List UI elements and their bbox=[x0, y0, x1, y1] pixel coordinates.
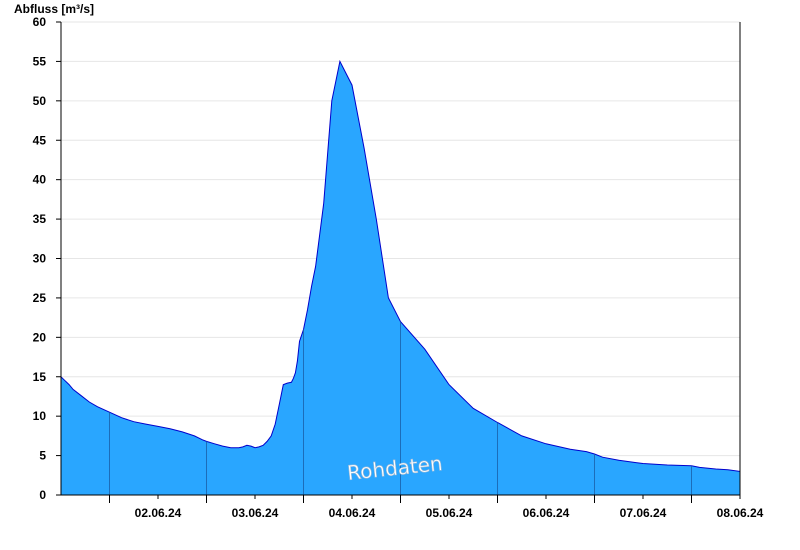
day-boundary-lines bbox=[109, 321, 692, 495]
x-tick-label: 05.06.24 bbox=[426, 506, 473, 520]
grid-lines bbox=[61, 21, 740, 457]
y-tick-label: 60 bbox=[33, 15, 47, 29]
y-tick-label: 25 bbox=[33, 291, 47, 305]
y-tick-label: 10 bbox=[33, 409, 47, 423]
discharge-line bbox=[60, 59, 741, 477]
y-tick-label: 55 bbox=[33, 54, 47, 68]
y-tick-label: 5 bbox=[39, 449, 46, 463]
y-tick-label: 45 bbox=[33, 133, 47, 147]
y-tick-label: 20 bbox=[33, 330, 47, 344]
y-tick-label: 30 bbox=[33, 252, 47, 266]
x-tick-label: 06.06.24 bbox=[523, 506, 570, 520]
y-tick-label: 35 bbox=[33, 212, 47, 226]
y-tick-label: 40 bbox=[33, 173, 47, 187]
x-tick-label: 08.06.24 bbox=[717, 506, 764, 520]
x-tick-label: 04.06.24 bbox=[329, 506, 376, 520]
y-tick-label: 50 bbox=[33, 94, 47, 108]
x-tick-label: 07.06.24 bbox=[620, 506, 667, 520]
y-axis-title: Abfluss [m³/s] bbox=[14, 2, 94, 16]
y-tick-label: 0 bbox=[39, 488, 46, 502]
x-tick-label: 02.06.24 bbox=[135, 506, 182, 520]
x-tick-label: 03.06.24 bbox=[232, 506, 279, 520]
x-axis-ticks: 02.06.24 03.06.24 04.06.24 05.06.24 06.06.24… bbox=[109, 495, 764, 520]
y-axis-ticks: 0 5 10 15 20 25 30 35 40 45 50 55 60 bbox=[33, 15, 61, 502]
y-tick-label: 15 bbox=[33, 370, 47, 384]
